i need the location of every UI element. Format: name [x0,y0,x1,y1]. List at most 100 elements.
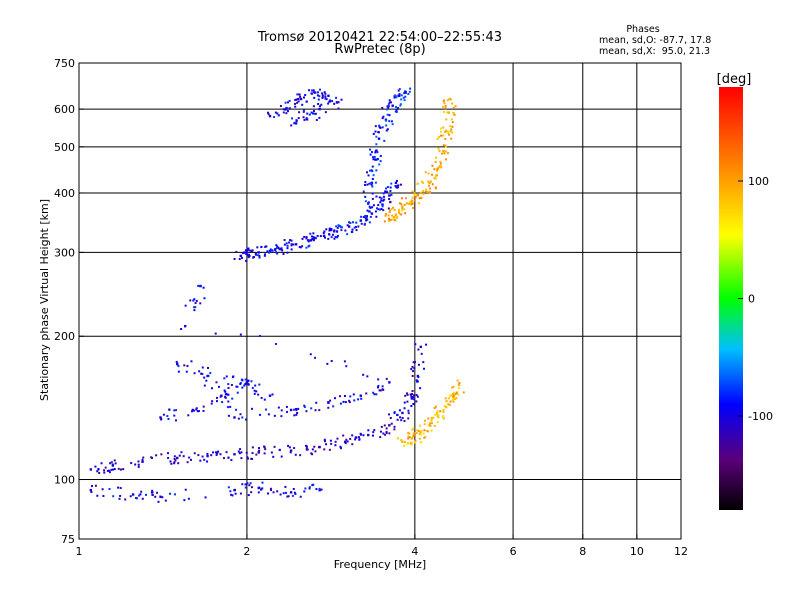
echo-speck [272,491,275,494]
echo-speck [422,193,425,196]
echo-speck [412,427,415,430]
echo-speck [224,393,227,396]
echo-speck [235,408,238,411]
echo-speck [285,242,288,245]
echo-speck [229,405,232,408]
echo-speck [379,201,382,204]
echo-speck [240,451,243,454]
data-point [359,219,362,222]
echo-speck [395,179,398,182]
echo-speck [230,384,233,387]
echo-speck [296,98,299,101]
echo-speck [304,487,307,490]
echo-speck [336,226,339,229]
echo-speck [338,395,341,398]
echo-speck [263,245,266,248]
echo-speck [334,235,337,238]
data-point [318,107,321,111]
echo-speck [255,390,258,393]
echo-speck [273,414,276,417]
echo-speck [452,113,455,116]
plot-frame [78,62,682,540]
echo-speck [311,112,314,115]
echo-speck [292,243,295,246]
echo-speck [375,135,378,138]
echo-speck [117,467,120,470]
echo-speck [411,428,414,431]
echo-speck [291,117,294,120]
data-point [370,212,374,215]
echo-speck [412,432,415,435]
echo-speck [411,436,414,439]
y-axis-ticks: 75 100 200 300 400 500 600 750 [54,57,84,546]
echo-speck [369,148,372,151]
echo-speck [434,187,437,190]
echo-speck [94,465,97,468]
data-point [335,230,339,233]
echo-speck [407,412,410,415]
echo-speck [268,251,271,254]
echo-speck [250,380,253,383]
echo-speck [384,213,387,216]
echo-speck [295,413,298,416]
echo-speck [394,105,397,108]
echo-speck [345,438,348,441]
echo-speck [372,158,375,161]
echo-speck [403,99,406,102]
echo-speck [328,229,331,232]
echo-speck [377,208,380,211]
echo-speck [428,190,431,193]
echo-speck [443,152,446,155]
echo-speck [397,209,400,212]
echo-speck [439,130,442,133]
echo-speck [293,122,296,125]
echo-speck [201,455,204,458]
echo-speck [166,452,169,455]
data-point [391,104,394,107]
echo-speck [309,353,312,356]
echo-speck [410,393,413,396]
echo-speck [344,401,347,404]
echo-speck [386,113,389,116]
echo-speck [106,469,109,472]
echo-speck [407,435,410,438]
echo-speck [429,424,432,427]
echo-speck [342,434,345,437]
y-tick-label: 400 [54,187,75,200]
echo-speck [248,253,251,256]
echo-speck [187,497,190,500]
echo-speck [295,407,298,410]
echo-speck [260,396,263,399]
echo-speck [379,430,382,433]
echo-speck [230,493,233,496]
echo-speck [339,447,342,450]
echo-speck [295,409,298,412]
echo-speck [285,112,288,115]
phases-mean-x: mean, sd,X: 95.0, 21.3 [599,46,710,57]
echo-speck [398,202,401,205]
echo-speck [451,125,454,128]
echo-speck [240,457,243,460]
echo-speck [138,494,141,497]
echo-speck [351,434,354,437]
data-point [388,219,391,222]
echo-speck [415,194,418,197]
data-point [220,394,223,397]
echo-speck [242,252,245,255]
echo-speck [354,225,357,228]
echo-speck [387,106,390,109]
echo-speck [270,451,273,454]
echo-speck [142,456,145,459]
echo-speck [173,455,176,458]
echo-speck [444,144,447,147]
echo-speck [305,447,308,450]
data-point [343,440,347,444]
echo-speck [364,181,367,184]
echo-speck [396,437,399,440]
echo-speck [362,190,365,193]
echo-speck [283,243,286,246]
echo-speck [290,248,293,251]
echo-speck [119,487,122,490]
echo-speck [385,431,388,434]
echo-speck [449,130,452,133]
